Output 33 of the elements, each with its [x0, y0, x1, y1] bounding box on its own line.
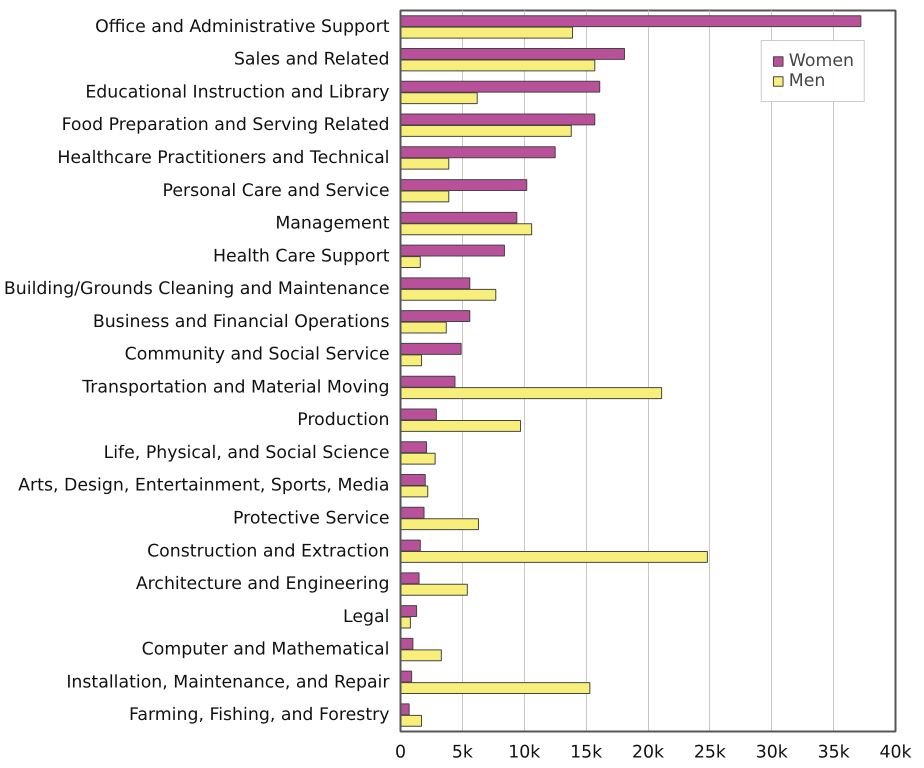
y-tick-label: Computer and Mathematical: [142, 640, 390, 660]
y-tick-label: Community and Social Service: [124, 344, 390, 365]
y-tick-label: Construction and Extraction: [147, 541, 390, 562]
legend-label: Women: [788, 51, 854, 71]
x-tick-label: 40k: [879, 742, 912, 762]
y-tick-label: Business and Financial Operations: [92, 312, 390, 332]
y-tick-label: Production: [297, 410, 390, 430]
y-tick-label: Transportation and Material Moving: [81, 377, 390, 398]
x-tick-label: 20k: [632, 742, 664, 762]
y-tick-label: Personal Care and Service: [162, 180, 390, 201]
x-tick-label: 0: [394, 742, 406, 762]
x-tick-label: 10k: [508, 742, 540, 762]
y-tick-label: Office and Administrative Support: [95, 16, 390, 37]
x-tick-label: 15k: [570, 742, 602, 762]
y-tick-label: Legal: [343, 606, 390, 627]
y-tick-label: Health Care Support: [212, 246, 390, 266]
x-tick-label: 25k: [694, 742, 726, 762]
y-tick-label: Arts, Design, Entertainment, Sports, Media: [18, 476, 390, 496]
y-tick-label: Life, Physical, and Social Science: [104, 442, 390, 463]
y-tick-label: Building/Grounds Cleaning and Maintenance: [4, 279, 390, 300]
x-tick-label: 30k: [756, 742, 788, 762]
y-tick-label: Educational Instruction and Library: [85, 82, 390, 102]
y-tick-label: Sales and Related: [234, 50, 390, 70]
x-tick-label: 35k: [818, 742, 850, 762]
y-tick-label: Installation, Maintenance, and Repair: [66, 672, 390, 692]
y-tick-label: Food Preparation and Serving Related: [62, 115, 390, 136]
y-tick-label: Protective Service: [232, 508, 390, 528]
y-tick-label: Architecture and Engineering: [136, 574, 390, 594]
y-tick-label: Management: [275, 214, 390, 234]
y-tick-label: Healthcare Practitioners and Technical: [57, 148, 390, 168]
legend-label: Men: [788, 71, 826, 91]
y-tick-label: Farming, Fishing, and Forestry: [128, 705, 390, 726]
x-tick-label: 5k: [452, 742, 473, 762]
